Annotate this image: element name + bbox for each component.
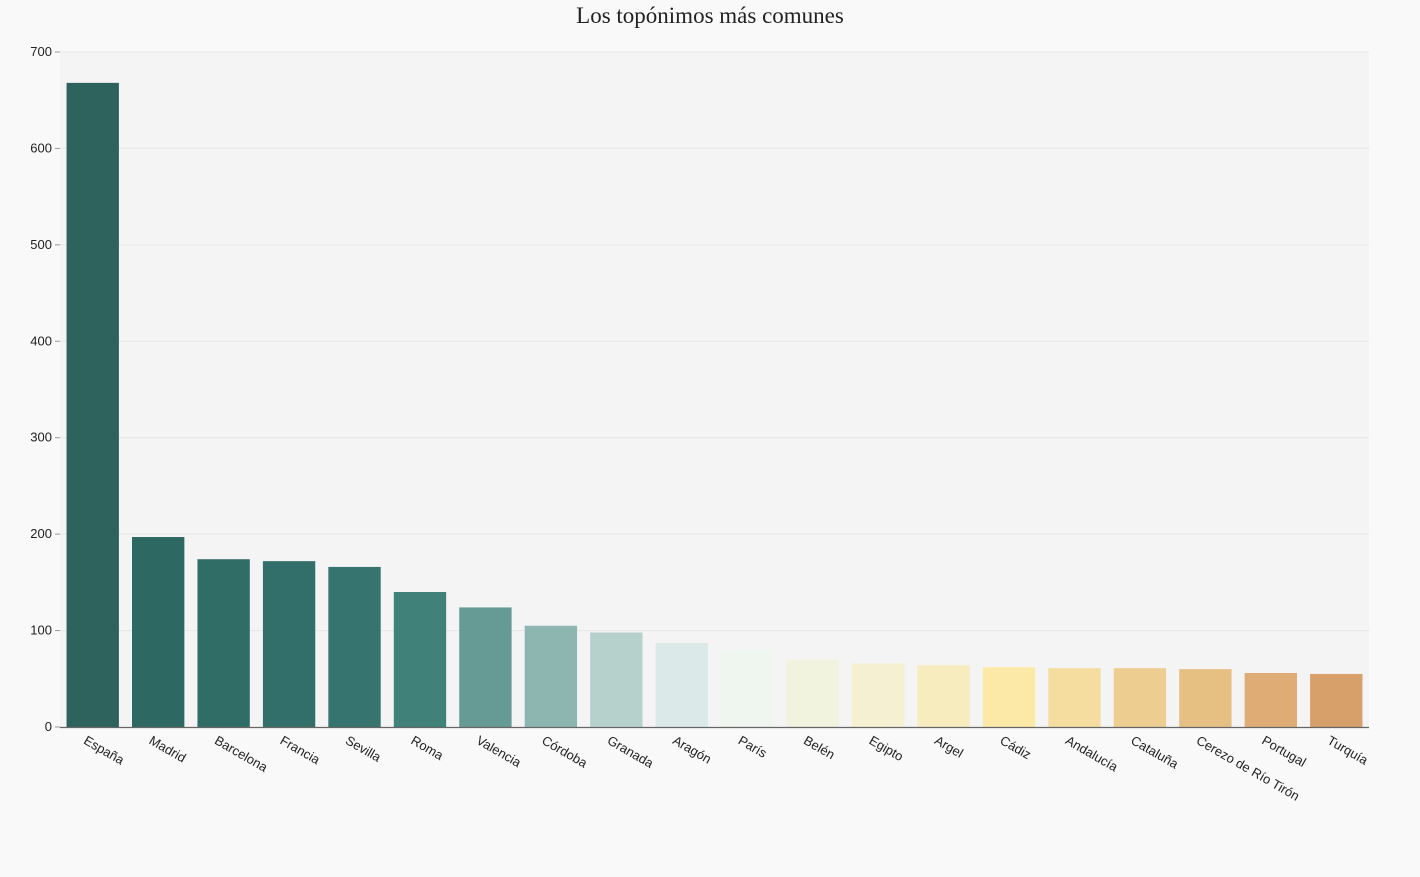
x-tick-label: Cataluña <box>1128 733 1181 772</box>
x-tick-label: Granada <box>605 733 657 772</box>
bar <box>524 625 578 727</box>
bar <box>1310 673 1363 727</box>
bar <box>851 663 905 727</box>
x-tick-label: Córdoba <box>539 733 590 771</box>
y-tick-label: 200 <box>30 526 52 541</box>
y-tick-label: 400 <box>30 333 52 348</box>
bar <box>197 559 250 727</box>
x-tick-label: Sevilla <box>343 733 384 766</box>
y-tick-label: 500 <box>30 237 52 252</box>
bar <box>1179 669 1232 727</box>
bar <box>655 643 708 727</box>
x-tick-label: Roma <box>408 733 446 764</box>
x-tick-label: Madrid <box>147 733 189 766</box>
x-tick-label: París <box>736 733 770 761</box>
y-tick-label: 0 <box>45 719 52 734</box>
x-tick-label: Francia <box>278 733 324 768</box>
y-tick-label: 100 <box>30 623 52 638</box>
x-tick-label: Argel <box>932 733 966 761</box>
bar <box>1113 668 1167 727</box>
x-tick-label: España <box>81 733 127 768</box>
y-tick-label: 700 <box>30 44 52 59</box>
bar <box>917 665 970 727</box>
x-tick-label: Barcelona <box>212 733 271 776</box>
bar <box>590 632 643 727</box>
x-tick-label: Cádiz <box>998 733 1034 763</box>
bar <box>1244 673 1298 727</box>
chart-title: Los topónimos más comunes <box>576 3 844 28</box>
bar <box>393 592 447 727</box>
x-tick-label: Valencia <box>474 733 525 771</box>
x-tick-label: Egipto <box>867 733 906 764</box>
bar <box>131 537 185 727</box>
bar <box>459 607 512 727</box>
x-tick-label: Portugal <box>1259 733 1309 770</box>
bar <box>262 561 316 727</box>
y-tick-label: 300 <box>30 430 52 445</box>
bar <box>1048 668 1101 727</box>
bar <box>328 566 381 727</box>
bar <box>982 667 1036 727</box>
y-tick-label: 600 <box>30 140 52 155</box>
bar <box>66 82 119 728</box>
plot-background <box>60 52 1369 727</box>
x-tick-label: Turquía <box>1325 733 1372 769</box>
bar <box>721 649 774 727</box>
x-tick-label: Andalucía <box>1063 733 1121 775</box>
x-tick-label: Aragón <box>670 733 714 767</box>
x-tick-label: Belén <box>801 733 837 763</box>
bar <box>786 659 839 727</box>
